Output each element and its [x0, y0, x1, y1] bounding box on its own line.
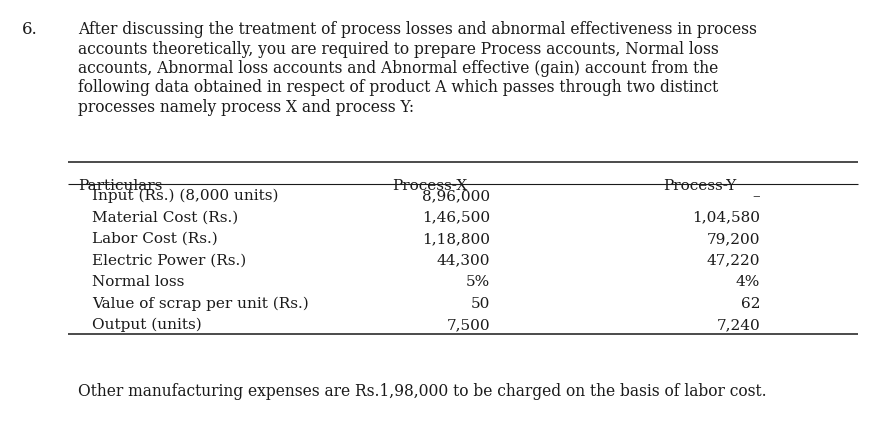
Text: Material Cost (Rs.): Material Cost (Rs.) — [92, 210, 238, 225]
Text: Value of scrap per unit (Rs.): Value of scrap per unit (Rs.) — [92, 297, 309, 311]
Text: Particulars: Particulars — [78, 179, 162, 193]
Text: 44,300: 44,300 — [436, 254, 490, 267]
Text: After discussing the treatment of process losses and abnormal effectiveness in p: After discussing the treatment of proces… — [78, 21, 757, 38]
Text: processes namely process X and process Y:: processes namely process X and process Y… — [78, 99, 414, 116]
Text: Electric Power (Rs.): Electric Power (Rs.) — [92, 254, 246, 267]
Text: 1,18,800: 1,18,800 — [422, 232, 490, 246]
Text: Normal loss: Normal loss — [92, 275, 185, 289]
Text: 4%: 4% — [736, 275, 760, 289]
Text: 7,500: 7,500 — [446, 318, 490, 332]
Text: 47,220: 47,220 — [706, 254, 760, 267]
Text: 1,46,500: 1,46,500 — [422, 210, 490, 225]
Text: 7,240: 7,240 — [716, 318, 760, 332]
Text: accounts, Abnormal loss accounts and Abnormal effective (gain) account from the: accounts, Abnormal loss accounts and Abn… — [78, 60, 718, 77]
Text: Labor Cost (Rs.): Labor Cost (Rs.) — [92, 232, 218, 246]
Text: 1,04,580: 1,04,580 — [692, 210, 760, 225]
Text: 8,96,000: 8,96,000 — [422, 189, 490, 203]
Text: 79,200: 79,200 — [706, 232, 760, 246]
Text: Process-X: Process-X — [392, 179, 467, 193]
Text: 50: 50 — [471, 297, 490, 310]
Text: 6.: 6. — [22, 21, 37, 38]
Text: –: – — [752, 189, 760, 203]
Text: accounts theoretically, you are required to prepare Process accounts, Normal los: accounts theoretically, you are required… — [78, 41, 719, 57]
Text: Input (Rs.) (8,000 units): Input (Rs.) (8,000 units) — [92, 189, 278, 203]
Text: following data obtained in respect of product A which passes through two distinc: following data obtained in respect of pr… — [78, 80, 718, 96]
Text: Process-Y: Process-Y — [664, 179, 737, 193]
Text: 62: 62 — [740, 297, 760, 310]
Text: 5%: 5% — [466, 275, 490, 289]
Text: Other manufacturing expenses are Rs.1,98,000 to be charged on the basis of labor: Other manufacturing expenses are Rs.1,98… — [78, 383, 766, 400]
Text: Output (units): Output (units) — [92, 318, 202, 332]
